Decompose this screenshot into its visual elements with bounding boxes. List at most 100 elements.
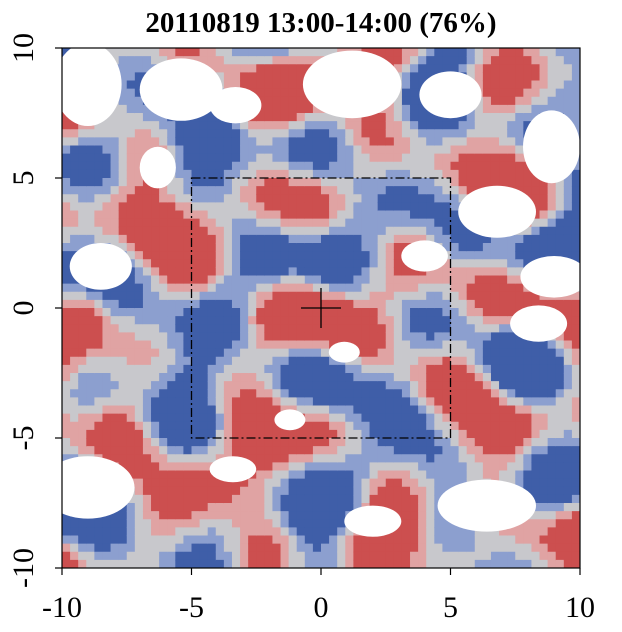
heatmap-cell — [321, 243, 330, 252]
heatmap-cell — [256, 397, 265, 407]
heatmap-cell — [134, 283, 144, 293]
heatmap-cell — [78, 178, 87, 187]
heatmap-cell — [507, 121, 516, 130]
heatmap-cell — [215, 291, 225, 301]
heatmap-cell — [377, 153, 387, 163]
heatmap-cell — [474, 80, 484, 90]
heatmap-cell — [571, 186, 580, 195]
heatmap-cell — [62, 381, 71, 390]
heatmap-cell — [345, 153, 354, 163]
heatmap-cell — [240, 381, 249, 390]
heatmap-cell — [555, 551, 565, 561]
heatmap-cell — [134, 511, 144, 520]
heatmap-cell — [571, 291, 580, 301]
heatmap-cell — [312, 169, 322, 179]
heatmap-cell — [482, 389, 492, 398]
heatmap-cell — [207, 226, 217, 236]
heatmap-cell — [450, 234, 460, 244]
heatmap-cell — [312, 267, 322, 277]
heatmap-cell — [296, 299, 306, 309]
heatmap-cell — [410, 511, 419, 520]
heatmap-cell — [401, 161, 411, 171]
heatmap-cell — [62, 511, 71, 520]
heatmap-cell — [215, 218, 225, 228]
heatmap-cell — [264, 251, 274, 260]
heatmap-cell — [418, 186, 427, 195]
heatmap-cell — [410, 104, 419, 114]
heatmap-cell — [110, 559, 120, 568]
heatmap-cell — [102, 405, 112, 415]
heatmap-cell — [385, 478, 395, 488]
heatmap-cell — [329, 389, 338, 398]
heatmap-cell — [86, 226, 95, 236]
heatmap-cell — [142, 121, 152, 130]
heatmap-cell — [223, 275, 233, 285]
heatmap-cell — [62, 429, 71, 439]
heatmap-cell — [142, 275, 152, 285]
heatmap-cell — [126, 178, 136, 187]
heatmap-cell — [223, 421, 233, 431]
heatmap-cell — [167, 308, 176, 317]
heatmap-cell — [507, 113, 516, 122]
heatmap-cell — [167, 194, 176, 203]
heatmap-cell — [539, 559, 549, 568]
heatmap-cell — [191, 494, 201, 504]
heatmap-cell — [474, 324, 484, 333]
heatmap-cell — [434, 429, 443, 439]
heatmap-cell — [207, 373, 217, 382]
heatmap-cell — [418, 218, 427, 228]
heatmap-cell — [159, 454, 168, 463]
heatmap-cell — [539, 299, 549, 309]
heatmap-cell — [499, 381, 508, 390]
heatmap-cell — [555, 80, 565, 90]
heatmap-cell — [248, 161, 257, 171]
heatmap-cell — [159, 137, 168, 147]
heatmap-cell — [426, 381, 435, 390]
heatmap-cell — [523, 259, 533, 268]
heatmap-cell — [345, 381, 354, 390]
heatmap-cell — [531, 226, 541, 236]
heatmap-cell — [410, 405, 419, 415]
heatmap-cell — [490, 381, 500, 390]
heatmap-cell — [571, 511, 580, 520]
heatmap-cell — [151, 324, 160, 333]
heatmap-cell — [134, 129, 144, 138]
heatmap-cell — [223, 194, 233, 203]
heatmap-cell — [86, 405, 95, 415]
heatmap-cell — [369, 145, 379, 155]
heatmap-cell — [418, 462, 427, 472]
heatmap-cell — [223, 356, 233, 366]
heatmap-cell — [418, 291, 427, 301]
heatmap-cell — [159, 210, 168, 220]
heatmap-cell — [353, 210, 363, 220]
heatmap-cell — [175, 429, 184, 439]
heatmap-cell — [490, 397, 500, 407]
heatmap-cell — [304, 161, 314, 171]
heatmap-cell — [151, 348, 160, 358]
heatmap-cell — [167, 551, 176, 561]
heatmap-cell — [175, 324, 184, 333]
heatmap-cell — [426, 543, 435, 553]
heatmap-cell — [62, 113, 71, 122]
heatmap-cell — [321, 226, 330, 236]
heatmap-cell — [175, 421, 184, 431]
heatmap-cell — [393, 169, 403, 179]
heatmap-cell — [401, 503, 411, 512]
heatmap-cell — [563, 202, 573, 212]
heatmap-cell — [240, 153, 249, 163]
heatmap-cell — [280, 454, 290, 463]
heatmap-cell — [207, 543, 217, 553]
heatmap-cell — [312, 462, 322, 472]
heatmap-cell — [288, 234, 298, 244]
heatmap-cell — [345, 251, 354, 260]
heatmap-cell — [377, 113, 387, 122]
heatmap-cell — [118, 405, 128, 415]
heatmap-cell — [369, 308, 379, 317]
heatmap-cell — [345, 397, 354, 407]
heatmap-cell — [369, 551, 379, 561]
heatmap-cell — [393, 145, 403, 155]
heatmap-cell — [369, 405, 379, 415]
y-tick-label: 10 — [7, 33, 40, 63]
missing-region — [523, 110, 580, 184]
heatmap-cell — [304, 48, 314, 57]
